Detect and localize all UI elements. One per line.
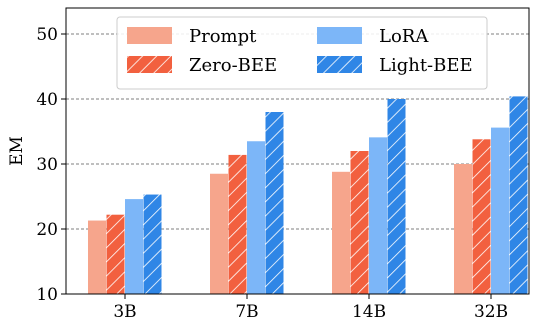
bar-zero-bee-7b (228, 154, 247, 294)
y-tick-label: 30 (36, 155, 58, 175)
plot-frame (65, 7, 530, 295)
legend-label-lora: LoRA (379, 26, 429, 47)
x-tick-label: 3B (113, 302, 136, 322)
legend-label-light-bee: Light-BEE (379, 55, 473, 76)
bar-light-bee-32b (509, 96, 528, 295)
legend-swatch-lora (317, 27, 362, 44)
legend-swatch-light-bee (317, 56, 362, 73)
y-tick-label: 10 (36, 285, 58, 305)
bar-zero-bee-3b (106, 214, 125, 294)
legend-label-prompt: Prompt (189, 26, 257, 47)
y-axis-label: EM (7, 136, 27, 166)
legend-label-zero-bee: Zero-BEE (189, 55, 277, 76)
bar-lora-32b (491, 127, 509, 294)
legend-swatch-zero-bee (127, 56, 172, 73)
bar-light-bee-7b (265, 112, 284, 294)
bar-prompt-7b (210, 173, 228, 294)
y-tick-label: 50 (36, 25, 58, 45)
bar-prompt-14b (332, 171, 350, 294)
legend-box (116, 16, 488, 90)
y-tick-label: 40 (36, 90, 58, 110)
y-tick-label: 20 (36, 220, 58, 240)
bar-zero-bee-32b (472, 139, 491, 294)
bar-lora-14b (369, 137, 387, 294)
bar-light-bee-14b (387, 99, 406, 294)
bar-zero-bee-14b (350, 151, 369, 294)
x-tick-label: 14B (352, 302, 386, 322)
bar-lora-7b (247, 141, 265, 294)
x-tick-label: 7B (235, 302, 258, 322)
bar-prompt-3b (88, 220, 106, 294)
bar-prompt-32b (454, 164, 472, 294)
legend-swatch-prompt (127, 27, 172, 44)
bar-light-bee-3b (143, 194, 162, 294)
x-tick-label: 32B (474, 302, 508, 322)
bar-lora-3b (125, 199, 143, 294)
